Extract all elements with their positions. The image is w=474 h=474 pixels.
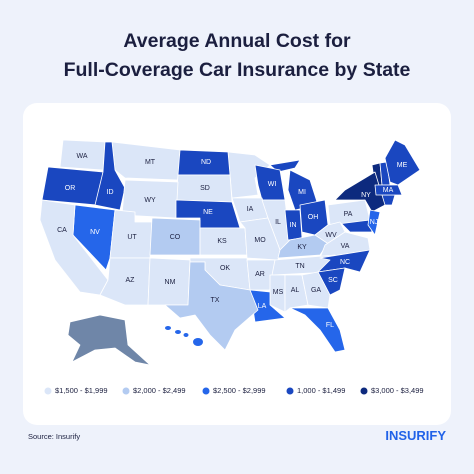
state-label: OR: [65, 185, 76, 192]
state-label: VA: [341, 243, 350, 250]
state-label: IA: [247, 206, 254, 213]
legend-label: $2,000 - $2,499: [133, 386, 186, 395]
state-shape: [374, 184, 403, 196]
title: Average Annual Cost for: [123, 30, 351, 52]
state-label: MA: [383, 187, 394, 194]
state-label: IN: [290, 222, 297, 229]
state-label: UT: [127, 234, 137, 241]
state-label: WY: [144, 197, 156, 204]
state-label: MO: [254, 237, 266, 244]
legend-label: $2,500 - $2,999: [213, 386, 266, 395]
state-label: OH: [308, 214, 319, 221]
hawaii-shape: [193, 338, 203, 346]
legend-label: $3,000 - $3,499: [371, 386, 424, 395]
state-label: KY: [297, 244, 307, 251]
state-label: OK: [220, 265, 230, 272]
state-label: NV: [90, 229, 100, 236]
hawaii-shape: [175, 330, 181, 334]
state-shape: [367, 209, 381, 236]
state-label: AR: [255, 271, 265, 278]
state-shape: [289, 307, 346, 353]
state-shape: [284, 274, 309, 313]
state-label: FL: [326, 322, 334, 329]
state-label: MI: [298, 189, 306, 196]
legend: $1,500 - $1,999 $2,000 - $2,499 $2,500 - $…: [44, 386, 424, 395]
legend-swatch: [122, 387, 130, 395]
state-label: IL: [275, 219, 281, 226]
region-shape: [67, 314, 151, 366]
state-label: ID: [107, 189, 114, 196]
legend-swatch: [286, 387, 294, 395]
state-label: WV: [325, 232, 337, 239]
state-shape: [301, 271, 331, 309]
state-label: CO: [170, 234, 181, 241]
state-shape: [94, 141, 126, 211]
state-label: MS: [273, 289, 284, 296]
state-label: TX: [211, 297, 220, 304]
state-label: LA: [258, 303, 267, 310]
legend-swatch: [44, 387, 52, 395]
state-label: NJ: [370, 219, 379, 226]
state-label: PA: [344, 211, 353, 218]
state-label: CA: [57, 227, 67, 234]
state-shape: [384, 139, 421, 186]
source: Source: Insurify: [28, 432, 80, 441]
state-label: KS: [217, 238, 227, 245]
state-label: GA: [311, 287, 321, 294]
logo: INSURIFY: [385, 428, 446, 443]
state-label: NE: [203, 209, 213, 216]
hawaii-shape: [183, 333, 189, 337]
state-label: TN: [295, 263, 304, 270]
state-label: NM: [165, 279, 176, 286]
state-label: NY: [361, 192, 371, 199]
state-label: AZ: [126, 277, 136, 284]
legend-label: $1,500 - $1,999: [55, 386, 108, 395]
legend-swatch: [202, 387, 210, 395]
state-label: SC: [328, 277, 338, 284]
legend-swatch: [360, 387, 368, 395]
state-label: ME: [397, 162, 408, 169]
hawaii-shape: [165, 326, 171, 330]
state-label: NC: [340, 259, 350, 266]
title: Full-Coverage Car Insurance by State: [64, 59, 411, 81]
state-shape: [164, 261, 259, 351]
state-label: ND: [201, 159, 211, 166]
state-shape: [249, 289, 286, 323]
map: WA MT ND OR ID SD WI MI NY ME WY NE IA PA NV UT CO IL IN OH…: [39, 139, 421, 366]
state-label: MT: [145, 159, 156, 166]
state-label: AL: [291, 287, 300, 294]
state-label: SD: [200, 185, 210, 192]
legend-label: 1,000 - $1,499: [297, 386, 345, 395]
state-label: WA: [76, 153, 87, 160]
state-label: WI: [268, 181, 277, 188]
